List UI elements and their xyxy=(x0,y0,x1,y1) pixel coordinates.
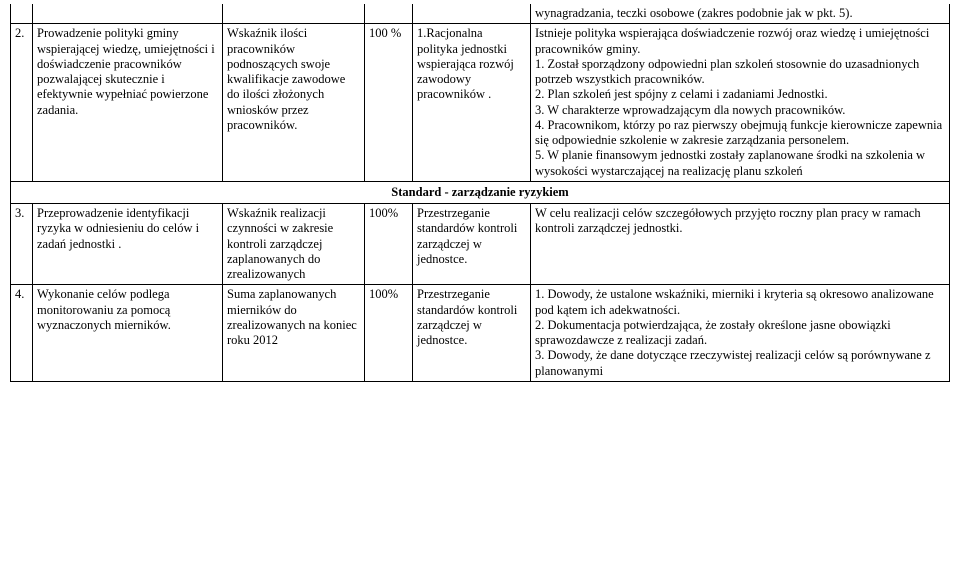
cell-e: W celu realizacji celów szczegółowych pr… xyxy=(531,204,950,285)
cell-a xyxy=(33,4,223,24)
table-row: 4. Wykonanie celów podlega monitorowaniu… xyxy=(11,285,950,382)
cell-num: 2. xyxy=(11,24,33,182)
cell-e: 1. Dowody, że ustalone wskaźniki, mierni… xyxy=(531,285,950,382)
document-table: wynagradzania, teczki osobowe (zakres po… xyxy=(10,4,950,382)
cell-d: Przestrzeganie standardów kontroli zarzą… xyxy=(413,204,531,285)
cell-d: Przestrzeganie standardów kontroli zarzą… xyxy=(413,285,531,382)
cell-b: Suma zaplanowanych mierników do zrealizo… xyxy=(223,285,365,382)
cell-num: 3. xyxy=(11,204,33,285)
cell-e: wynagradzania, teczki osobowe (zakres po… xyxy=(531,4,950,24)
cell-c xyxy=(365,4,413,24)
table-row: 3. Przeprowadzenie identyfikacji ryzyka … xyxy=(11,204,950,285)
cell-c: 100% xyxy=(365,204,413,285)
section-header-row: Standard - zarządzanie ryzykiem xyxy=(11,181,950,203)
cell-num xyxy=(11,4,33,24)
table-row: 2. Prowadzenie polityki gminy wspierając… xyxy=(11,24,950,182)
cell-d xyxy=(413,4,531,24)
section-header: Standard - zarządzanie ryzykiem xyxy=(11,181,950,203)
cell-b: Wskaźnik ilości pracowników podnoszących… xyxy=(223,24,365,182)
cell-e: Istnieje polityka wspierająca doświadcze… xyxy=(531,24,950,182)
cell-c: 100 % xyxy=(365,24,413,182)
cell-a: Wykonanie celów podlega monitorowaniu za… xyxy=(33,285,223,382)
cell-a: Przeprowadzenie identyfikacji ryzyka w o… xyxy=(33,204,223,285)
cell-num: 4. xyxy=(11,285,33,382)
cell-d: 1.Racjonalna polityka jednostki wspieraj… xyxy=(413,24,531,182)
cell-b xyxy=(223,4,365,24)
cell-a: Prowadzenie polityki gminy wspierającej … xyxy=(33,24,223,182)
table-row-fragment: wynagradzania, teczki osobowe (zakres po… xyxy=(11,4,950,24)
cell-c: 100% xyxy=(365,285,413,382)
cell-b: Wskaźnik realizacji czynności w zakresie… xyxy=(223,204,365,285)
